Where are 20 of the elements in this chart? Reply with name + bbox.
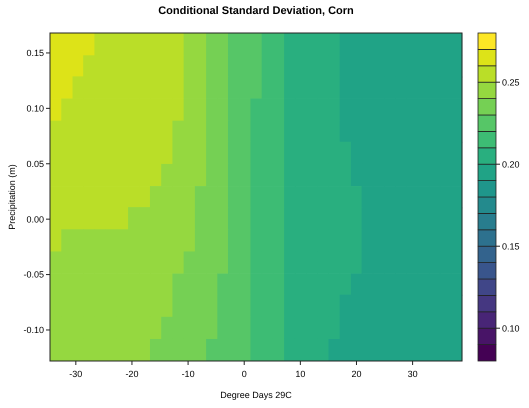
y-tick-label: -0.05 <box>23 270 44 280</box>
y-tick-label: 0.05 <box>26 158 44 169</box>
x-tick-label: 0 <box>242 369 247 379</box>
y-tick-label: -0.10 <box>23 325 44 336</box>
color-bar-label: 0.15 <box>502 241 520 252</box>
y-tick-label: 0.15 <box>26 48 44 58</box>
color-bar-label: 0.10 <box>502 323 520 334</box>
chart-title: Conditional Standard Deviation, Corn <box>158 5 354 17</box>
color-bar-label: 0.25 <box>502 77 520 88</box>
color-bar-label: 0.20 <box>502 159 520 170</box>
x-tick-label: -30 <box>69 369 82 379</box>
x-axis-title: Degree Days 29C <box>220 390 292 400</box>
y-tick-label: 0.10 <box>26 104 44 114</box>
x-tick-label: 20 <box>351 369 362 379</box>
x-tick-label: 10 <box>295 369 306 379</box>
y-tick-label: 0.00 <box>26 214 44 224</box>
x-tick-label: -10 <box>182 369 195 379</box>
x-tick-label: -20 <box>125 369 138 379</box>
x-tick-label: 30 <box>408 369 418 379</box>
y-axis-title: Precipitation (m) <box>7 164 17 230</box>
